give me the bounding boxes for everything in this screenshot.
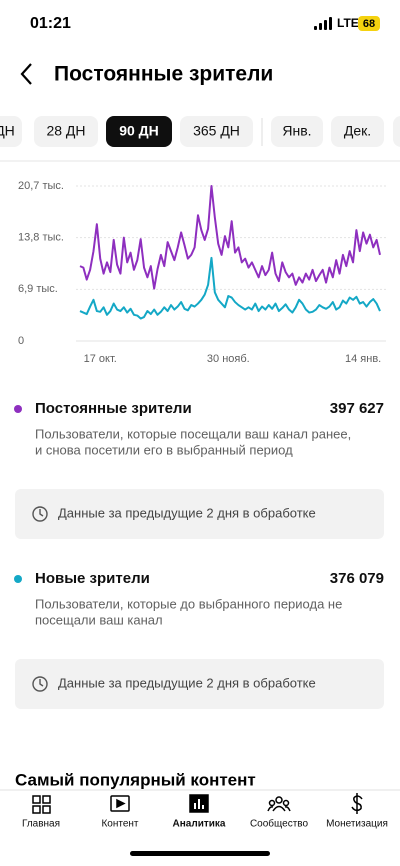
tab-label: 90 ДН [119,123,159,139]
tab[interactable] [34,116,98,147]
back-button[interactable] [20,63,32,85]
metric-total: 397 627 [330,400,384,417]
tab-label: Дек. [344,123,371,139]
clock-hands [39,679,44,687]
x-tick-label: 14 янв. [345,353,381,365]
y-tick-label: 20,7 тыс. [18,180,64,192]
clock-icon [32,676,48,692]
monetization-icon [351,793,363,814]
nav-label[interactable]: Аналитика [173,819,226,830]
battery [358,16,380,31]
nav-label[interactable]: Сообщество [250,818,309,830]
legend-dot [14,405,22,413]
chart: 0 6,9 тыс. 13,8 тыс. 20,7 тыс. 17 окт. 30 ноя… [18,180,386,365]
metric-title: Постоянные зрители [35,400,192,417]
metric-description: Пользователи, которые посещали ваш канал… [35,426,351,441]
nav-icons [32,793,363,814]
y-tick-label: 6,9 тыс. [18,283,58,295]
network: LTE [337,16,359,30]
content-icon [110,795,130,812]
nav-label[interactable]: Монетизация [326,819,388,830]
battery-level: 68 [363,18,375,30]
page-title: Постоянные зрители [54,63,273,86]
section-title: Самый популярный контент [15,770,256,789]
line-series [79,256,381,320]
clock-hands [39,509,44,517]
home-indicator [130,851,270,856]
time: 01:21 [30,15,71,32]
notice-box [15,489,384,539]
tab-label: 28 ДН [46,123,85,139]
notice-box [15,659,384,709]
metric-total: 376 079 [330,570,384,587]
x-tick-label: 30 нояб. [207,353,250,365]
notice-text: Данные за предыдущие 2 дня в обработке [58,675,316,690]
clock-icon [32,506,48,522]
nav-label[interactable]: Главная [22,819,60,830]
home-icon [32,795,51,814]
analytics-icon [189,794,209,813]
legend-dot [14,575,22,583]
tab[interactable] [271,116,323,147]
tab-label: ДН [0,123,15,139]
tab-label: Янв. [282,123,311,139]
signal [314,17,332,30]
community-icon [267,796,291,812]
tab[interactable] [106,116,172,147]
tab[interactable] [180,116,253,147]
metric-description: Пользователи, которые до выбранного пери… [35,596,342,611]
tabs: ДН 28 ДН 90 ДН 365 ДН Янв. Дек. [0,116,384,147]
line-series [79,185,381,290]
metric-title: Новые зрители [35,570,150,587]
y-tick-label: 0 [18,335,24,347]
tab[interactable] [0,116,22,147]
metrics: Постоянные зрители 397 627 Пользователи, к… [14,400,384,709]
y-tick-label: 13,8 тыс. [18,232,64,244]
metric-description: посещали ваш канал [35,612,163,627]
nav-label[interactable]: Контент [101,819,138,830]
nav-labels: Главная Контент Аналитика Сообщество Монетиз… [22,818,388,830]
tab[interactable] [393,116,400,147]
tab[interactable] [331,116,384,147]
x-tick-label: 17 окт. [84,353,117,365]
notice-text: Данные за предыдущие 2 дня в обработке [58,505,316,520]
tab-label: 365 ДН [193,123,240,139]
metric-description: и снова посетили его в выбранный период [35,442,293,457]
